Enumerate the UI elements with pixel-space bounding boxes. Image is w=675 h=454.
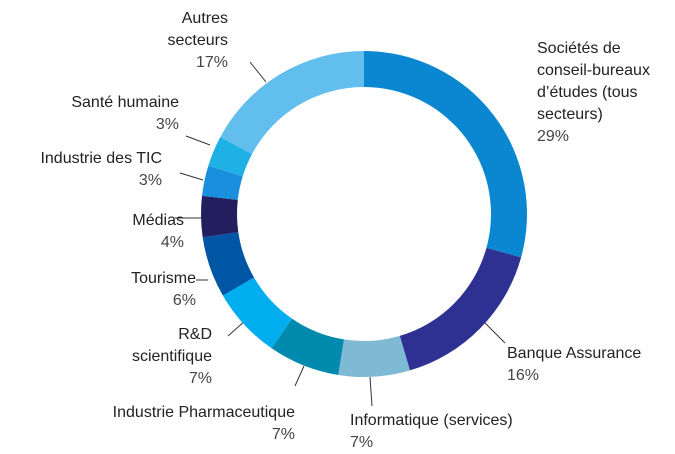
value-label: 3% [138,172,162,189]
segment-label: Industrie des TIC 3% [0,148,162,192]
category-name: Santé humaine [71,94,179,111]
segment-label: Sociétés de conseil-bureaux d’études (to… [537,38,672,148]
value-label: 16% [507,367,540,384]
category-name: Informatique (services) [350,412,513,429]
value-label: 29% [537,128,570,145]
category-name: Banque Assurance [507,345,642,362]
segment-label: Tourisme 6% [76,268,196,312]
donut-segment [201,195,239,238]
segment-label: R&D scientifique 7% [107,324,212,390]
donut-segment [220,50,364,155]
segment-label: Banque Assurance 16% [507,343,667,387]
donut-segment [222,277,292,349]
value-label: 17% [195,54,228,71]
leader-line [179,172,204,181]
leader-line [249,61,267,83]
leader-line [185,135,211,146]
value-label: 6% [172,292,196,309]
category-name: Sociétés de conseil-bureaux d’études (to… [537,40,650,123]
segment-label: Autres secteurs 17% [138,8,228,74]
donut-segment [338,335,410,377]
donut-segment [364,51,527,258]
category-name: Autres secteurs [167,10,228,49]
value-label: 7% [188,370,212,387]
value-label: 3% [155,116,179,133]
donut-segment [399,247,522,371]
donut-segment [271,318,344,375]
category-name: R&D scientifique [131,326,212,365]
leader-line [294,365,305,387]
category-name: Tourisme [131,270,196,287]
value-label: 4% [160,234,184,251]
segment-label: Industrie Pharmaceutique 7% [55,402,295,446]
value-label: 7% [271,426,295,443]
value-label: 7% [350,434,374,451]
donut-segment [208,137,253,177]
donut-segment [202,232,255,296]
donut-segment [202,165,243,200]
leader-line [369,376,373,407]
segment-label: Santé humaine 3% [19,92,179,136]
segment-label: Médias 4% [64,210,184,254]
category-name: Industrie des TIC [40,150,162,167]
category-name: Médias [132,212,184,229]
segment-label: Informatique (services) 7% [350,410,570,454]
category-name: Industrie Pharmaceutique [112,404,295,421]
